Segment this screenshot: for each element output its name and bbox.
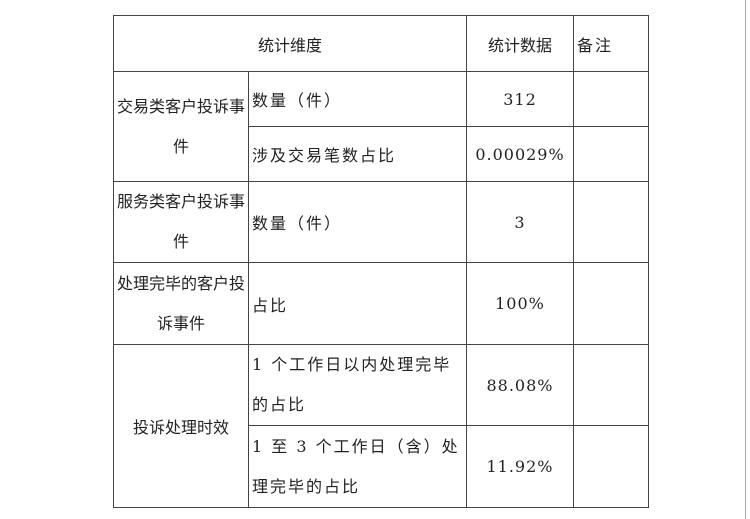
item-value: 0.00029% xyxy=(466,126,574,182)
item-label: 涉及交易笔数占比 xyxy=(248,126,467,182)
item-remark xyxy=(573,344,649,426)
item-remark xyxy=(573,262,649,345)
item-label: 1 个工作日以内处理完毕的占比 xyxy=(248,344,467,426)
item-value: 11.92% xyxy=(466,425,574,508)
table-row: 交易类客户投诉事件 数量（件） 312 xyxy=(113,71,649,182)
header-row: 统计维度 统计数据 备注 xyxy=(113,15,649,72)
category-cell: 处理完毕的客户投诉事件 xyxy=(113,262,249,345)
item-value: 100% xyxy=(466,262,574,345)
header-data: 统计数据 xyxy=(466,15,574,72)
category-cell: 交易类客户投诉事件 xyxy=(113,71,249,182)
item-label: 占比 xyxy=(248,262,467,345)
header-remarks: 备注 xyxy=(573,15,649,72)
category-cell: 服务类客户投诉事件 xyxy=(113,181,249,263)
item-value: 312 xyxy=(466,71,574,127)
table-row: 投诉处理时效 1 个工作日以内处理完毕的占比 88.08% xyxy=(113,344,649,508)
table-row: 处理完毕的客户投诉事件 占比 100% xyxy=(113,262,649,345)
table-row: 涉及交易笔数占比 0.00029% xyxy=(114,126,649,182)
item-label: 数量（件） xyxy=(248,181,467,263)
item-remark xyxy=(573,181,649,263)
complaint-statistics-table: 统计维度 统计数据 备注 交易类客户投诉事件 数量（件） 312 涉及交易笔数占… xyxy=(113,15,649,508)
table-row: 1 至 3 个工作日（含）处理完毕的占比 11.92% xyxy=(114,425,649,508)
item-remark xyxy=(573,126,649,182)
item-remark xyxy=(573,425,649,508)
item-label: 数量（件） xyxy=(248,71,467,127)
item-remark xyxy=(573,71,649,127)
category-cell: 投诉处理时效 xyxy=(113,344,249,508)
item-value: 88.08% xyxy=(466,344,574,426)
page-edge xyxy=(745,0,746,519)
item-value: 3 xyxy=(466,181,574,263)
header-dimension: 统计维度 xyxy=(113,15,467,72)
item-label: 1 至 3 个工作日（含）处理完毕的占比 xyxy=(248,425,467,508)
table-row: 服务类客户投诉事件 数量（件） 3 xyxy=(113,181,649,263)
